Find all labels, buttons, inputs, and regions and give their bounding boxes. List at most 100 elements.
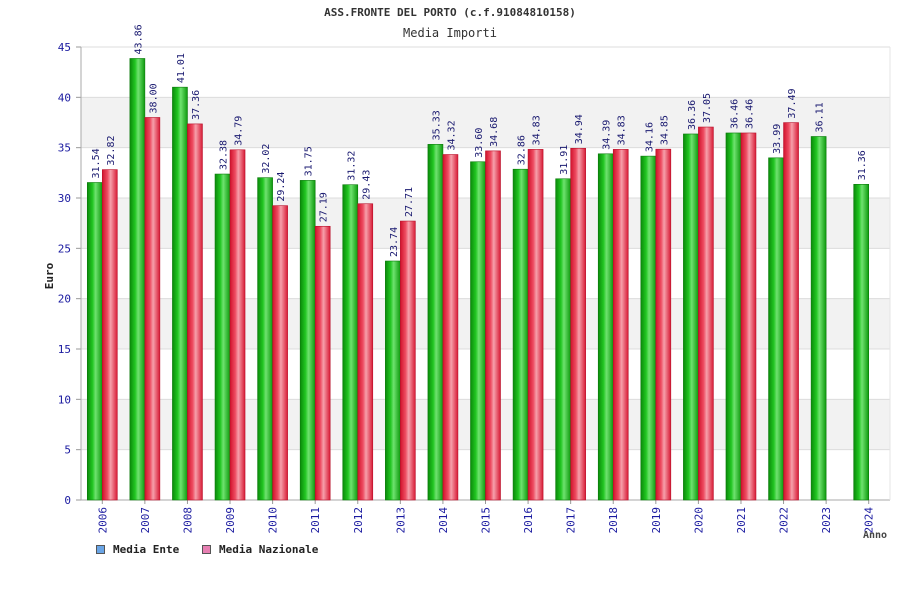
data-label-media-ente: 34.16 <box>644 122 655 152</box>
y-tick-label: 5 <box>64 444 71 457</box>
data-label-media-ente: 23.74 <box>389 227 400 257</box>
data-label-media-nazionale: 27.19 <box>319 192 330 222</box>
data-label-media-nazionale: 32.82 <box>106 136 117 166</box>
x-tick-label: 2011 <box>309 507 322 534</box>
data-label-media-nazionale: 37.36 <box>191 90 202 120</box>
bar-media-nazionale <box>612 149 629 501</box>
x-tick-label: 2024 <box>863 507 876 534</box>
bar-media-ente <box>555 178 571 501</box>
data-label-media-ente: 32.86 <box>517 135 528 165</box>
bar-media-nazionale <box>783 122 799 501</box>
y-tick-label: 10 <box>58 393 71 406</box>
bar-media-nazionale <box>655 148 672 501</box>
data-label-media-nazionale: 34.79 <box>234 116 245 146</box>
data-label-media-ente: 36.36 <box>687 100 698 130</box>
x-tick-label: 2008 <box>181 507 194 534</box>
bar-media-nazionale <box>187 123 203 501</box>
bar-media-nazionale <box>740 132 757 501</box>
y-tick-label: 25 <box>58 242 71 255</box>
data-label-media-ente: 36.46 <box>729 99 740 129</box>
data-label-media-ente: 33.60 <box>474 128 485 158</box>
bar-media-ente <box>172 86 188 501</box>
x-tick-label: 2017 <box>565 507 578 534</box>
data-label-media-nazionale: 34.94 <box>574 114 585 144</box>
bar-media-ente <box>86 182 103 501</box>
x-tick-label: 2018 <box>607 507 620 534</box>
bar-media-ente <box>597 153 614 501</box>
data-label-media-nazionale: 34.83 <box>617 115 628 145</box>
bar-media-ente <box>214 173 231 501</box>
bar-media-nazionale <box>357 203 374 501</box>
data-label-media-ente: 41.01 <box>176 53 187 83</box>
x-tick-label: 2021 <box>735 507 748 534</box>
bar-media-ente <box>342 184 359 501</box>
bars <box>86 58 870 501</box>
bar-media-ente <box>853 184 870 501</box>
data-label-media-nazionale: 37.49 <box>787 88 798 118</box>
data-label-media-ente: 43.86 <box>133 24 144 54</box>
x-tick-label: 2015 <box>480 507 493 534</box>
data-label-media-nazionale: 29.24 <box>276 172 287 202</box>
data-label-media-nazionale: 34.32 <box>446 120 457 150</box>
data-label-media-nazionale: 36.46 <box>744 99 755 129</box>
x-tick-label: 2016 <box>522 507 535 534</box>
bar-media-ente <box>470 161 486 501</box>
bar-media-nazionale <box>442 154 459 501</box>
data-label-media-nazionale: 27.71 <box>404 187 415 217</box>
data-label-media-ente: 31.54 <box>91 148 102 178</box>
y-tick-label: 20 <box>58 293 71 306</box>
data-label-media-nazionale: 34.68 <box>489 117 500 147</box>
x-tick-label: 2010 <box>267 507 280 534</box>
x-tick-label: 2006 <box>96 507 109 534</box>
bar-media-nazionale <box>272 205 288 501</box>
bar-media-ente <box>385 260 401 501</box>
data-label-media-ente: 31.91 <box>559 145 570 175</box>
x-tick-label: 2009 <box>224 507 237 534</box>
legend-label-ente: Media Ente <box>113 543 180 556</box>
bar-media-nazionale <box>570 147 586 501</box>
bar-media-ente <box>427 144 444 501</box>
x-tick-label: 2007 <box>139 507 152 534</box>
bar-media-nazionale <box>527 149 544 501</box>
legend-swatch-ente <box>96 545 105 554</box>
bar-media-ente <box>683 133 699 501</box>
data-label-media-ente: 33.99 <box>772 124 783 154</box>
bar-media-ente <box>768 157 784 501</box>
bar-media-ente <box>299 180 316 501</box>
legend-label-nazionale: Media Nazionale <box>219 543 319 556</box>
chart-subtitle: Media Importi <box>403 26 497 40</box>
bar-media-nazionale <box>229 149 246 501</box>
y-tick-label: 0 <box>64 494 71 507</box>
y-axis-label: Euro <box>43 262 56 289</box>
bar-media-nazionale <box>101 169 118 501</box>
data-label-media-ente: 36.11 <box>815 102 826 132</box>
bar-media-nazionale <box>485 150 501 501</box>
data-label-media-ente: 32.38 <box>219 140 230 170</box>
data-label-media-nazionale: 34.83 <box>532 115 543 145</box>
data-label-media-nazionale: 34.85 <box>659 115 670 145</box>
data-label-media-ente: 31.32 <box>346 151 357 181</box>
bar-media-nazionale <box>314 225 331 501</box>
x-axis-label: Anno <box>863 530 887 541</box>
bar-media-ente <box>725 132 742 501</box>
x-tick-label: 2023 <box>820 507 833 534</box>
y-tick-label: 40 <box>58 91 71 104</box>
x-tick-label: 2013 <box>394 507 407 534</box>
data-label-media-ente: 32.02 <box>261 144 272 174</box>
x-tick-label: 2022 <box>778 507 791 534</box>
x-tick-label: 2020 <box>692 507 705 534</box>
y-tick-label: 30 <box>58 192 71 205</box>
bar-media-nazionale <box>400 220 416 501</box>
y-tick-label: 45 <box>58 41 71 54</box>
legend-item-media-ente: Media Ente <box>96 543 179 556</box>
bar-media-ente <box>129 58 146 501</box>
data-label-media-ente: 35.33 <box>431 110 442 140</box>
tick-labels: 0 5 10 15 20 25 30 35 40 45 2006 2007 2008 2009 2010 20… <box>58 41 876 534</box>
bar-media-ente <box>257 177 273 501</box>
x-tick-label: 2012 <box>352 507 365 534</box>
data-label-media-ente: 34.39 <box>602 120 613 150</box>
bar-media-ente <box>640 155 657 501</box>
x-tick-label: 2014 <box>437 507 450 534</box>
data-label-media-ente: 31.75 <box>304 146 315 176</box>
